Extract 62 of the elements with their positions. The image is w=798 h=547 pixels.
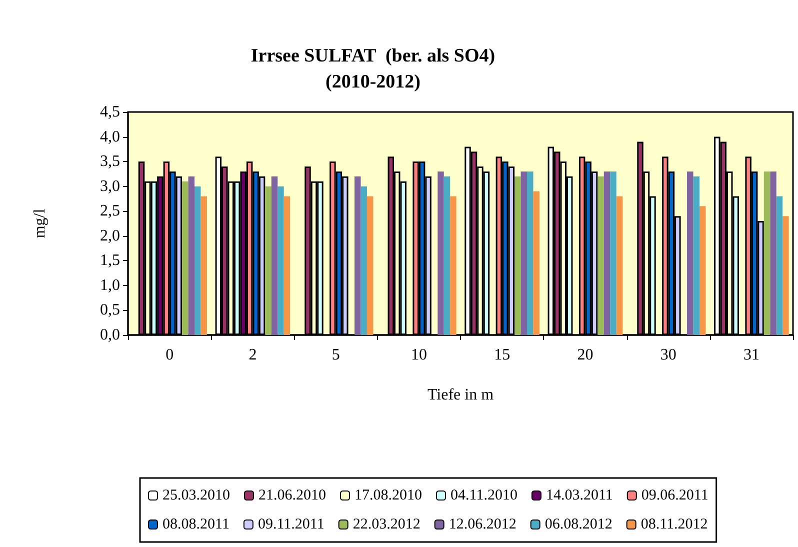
- x-tick-label: 2: [248, 346, 257, 364]
- legend-label: 09.06.2011: [641, 488, 708, 504]
- legend-label: 21.06.2010: [258, 488, 326, 504]
- y-tick-label: 0,5: [100, 302, 120, 319]
- bar: [782, 216, 789, 335]
- legend-label: 08.11.2012: [640, 516, 708, 532]
- legend-label: 06.08.2012: [544, 516, 612, 532]
- bar: [687, 171, 694, 335]
- legend-label: 09.11.2011: [258, 516, 324, 532]
- legend-label: 17.08.2010: [354, 488, 422, 504]
- x-tick-label: 10: [410, 346, 427, 364]
- bar: [194, 186, 201, 335]
- y-tick-label: 1,0: [100, 276, 120, 294]
- chart-title: Irrsee SULFAT (ber. als SO4) (2010-2012): [250, 46, 496, 92]
- x-tick-label: 31: [743, 346, 760, 364]
- bar: [776, 196, 783, 335]
- legend-label: 04.11.2010: [450, 488, 518, 504]
- legend-label: 25.03.2010: [162, 488, 230, 504]
- bar: [616, 196, 623, 335]
- bar: [444, 176, 450, 335]
- y-axis-title: mg/l: [32, 208, 48, 238]
- y-tick-label: 2,5: [100, 202, 120, 220]
- legend-label: 08.08.2011: [162, 516, 230, 532]
- bar: [271, 176, 278, 335]
- y-tick-label: 4,5: [100, 104, 120, 120]
- bar: [604, 171, 610, 335]
- legend-label: 22.03.2012: [352, 516, 420, 532]
- x-tick-label: 15: [494, 346, 510, 364]
- x-axis-title: Tiefe in m: [427, 386, 494, 404]
- x-tick-label: 30: [660, 346, 676, 364]
- bar: [265, 186, 272, 335]
- bar: [514, 176, 521, 335]
- y-tick-label: 3,0: [100, 178, 120, 195]
- bar: [598, 176, 604, 335]
- bar: [366, 196, 374, 335]
- x-tick-label: 0: [166, 346, 174, 364]
- bar: [610, 171, 616, 335]
- legend-label: 12.06.2012: [448, 516, 516, 532]
- bar: [360, 186, 367, 335]
- bar: [188, 176, 194, 335]
- bar: [438, 171, 444, 335]
- y-tick-label: 4,0: [100, 128, 120, 146]
- y-tick-label: 3,5: [100, 153, 120, 170]
- bar: [278, 186, 284, 335]
- bar: [693, 176, 700, 335]
- y-tick-label: 1,5: [100, 252, 120, 270]
- legend-label: 14.03.2011: [546, 488, 613, 504]
- bar: [770, 171, 776, 335]
- bar: [533, 191, 540, 335]
- y-tick-label: 2,0: [100, 227, 120, 244]
- x-tick-label: 5: [332, 346, 340, 364]
- bar: [527, 171, 534, 335]
- bar: [699, 206, 706, 335]
- bar: [354, 176, 361, 335]
- bar: [520, 171, 527, 335]
- bar: [284, 196, 290, 335]
- y-tick-label: 0,0: [100, 326, 120, 344]
- bar: [764, 171, 770, 335]
- bar: [200, 196, 207, 335]
- bar: [450, 196, 456, 335]
- bar: [182, 181, 188, 335]
- x-tick-label: 20: [577, 346, 594, 364]
